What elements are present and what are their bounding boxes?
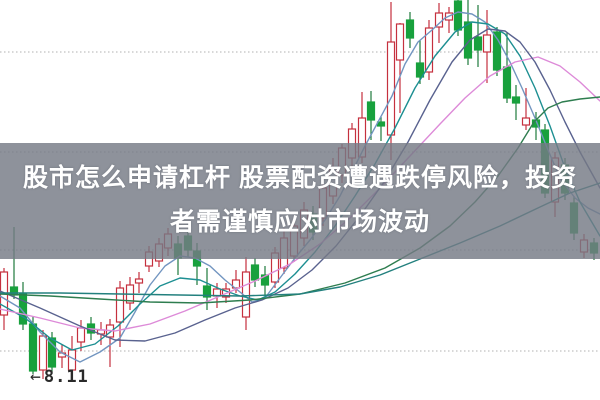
- price-low-annotation: ← 8.11: [30, 366, 89, 387]
- headline-banner: 股市怎么申请杠杆 股票配资遭遇跌停风险，投资 者需谨慎应对市场波动: [0, 143, 600, 259]
- price-low-label: 8.11: [43, 366, 89, 387]
- headline-line-2: 者需谨慎应对市场波动: [169, 208, 430, 236]
- left-arrow-icon: ←: [30, 366, 42, 387]
- headline-line-1: 股市怎么申请杠杆 股票配资遭遇跌停风险，投资: [23, 164, 577, 192]
